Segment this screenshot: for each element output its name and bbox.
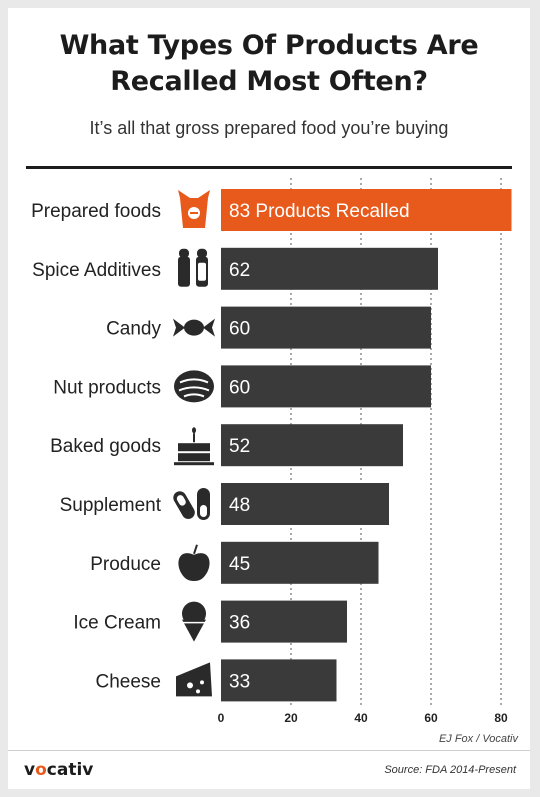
infographic-card: What Types Of Products Are Recalled Most… (8, 8, 530, 789)
category-label: Baked goods (50, 436, 161, 457)
footer-divider (8, 750, 530, 751)
ice-cream-cone-icon (182, 601, 206, 642)
value-label: 60 (229, 319, 250, 340)
vocativ-logo: vocativ (24, 760, 93, 780)
x-tick-label: 40 (354, 711, 368, 725)
walnut-icon (174, 370, 214, 403)
value-label: 83 Products Recalled (229, 201, 410, 222)
value-label: 60 (229, 377, 250, 398)
bar (221, 424, 403, 467)
bar (221, 247, 438, 290)
x-tick-label: 80 (494, 711, 508, 725)
salt-pepper-shakers-icon (178, 248, 208, 287)
source-note: Source: FDA 2014-Present (384, 764, 516, 776)
category-label: Prepared foods (31, 201, 161, 222)
title-line-1: What Types Of Products Are (59, 30, 479, 61)
logo-prefix: v (24, 760, 36, 780)
value-label: 33 (229, 671, 250, 692)
category-label: Nut products (53, 377, 161, 398)
category-label: Supplement (60, 495, 162, 516)
value-label: 52 (229, 436, 250, 457)
bar (221, 306, 431, 349)
title-line-2: Recalled Most Often? (110, 66, 428, 97)
wrapped-candy-icon (173, 318, 215, 337)
takeout-box-icon (178, 190, 210, 228)
category-label: Spice Additives (32, 260, 161, 281)
cheese-wedge-icon (176, 662, 212, 697)
value-label: 45 (229, 554, 250, 575)
value-label: 62 (229, 260, 250, 281)
header-rule (26, 166, 512, 169)
x-tick-label: 60 (424, 711, 438, 725)
cake-icon (174, 427, 214, 466)
category-label: Candy (106, 319, 161, 340)
logo-suffix: cativ (46, 760, 94, 780)
value-label: 48 (229, 495, 250, 516)
bar (221, 365, 431, 408)
logo-mark: o (35, 760, 47, 780)
bar (221, 659, 337, 702)
category-label: Ice Cream (73, 613, 161, 634)
bar (221, 600, 347, 643)
bar (221, 189, 512, 231)
category-label: Produce (90, 554, 161, 575)
chart-subtitle: It’s all that gross prepared food you’re… (89, 118, 449, 138)
x-tick-label: 20 (284, 711, 298, 725)
value-label: 36 (229, 613, 250, 634)
bar (221, 483, 389, 525)
chart-title: What Types Of Products Are Recalled Most… (8, 28, 530, 100)
author-credit: EJ Fox / Vocativ (438, 733, 518, 745)
category-label: Cheese (96, 671, 162, 692)
x-tick-label: 0 (218, 711, 225, 725)
bar (221, 541, 379, 584)
pill-capsules-icon (173, 488, 210, 520)
apple-icon (178, 544, 210, 582)
bar-chart: 0 20 40 60 80 Prepared foods 83 Products Recal… (31, 178, 512, 725)
